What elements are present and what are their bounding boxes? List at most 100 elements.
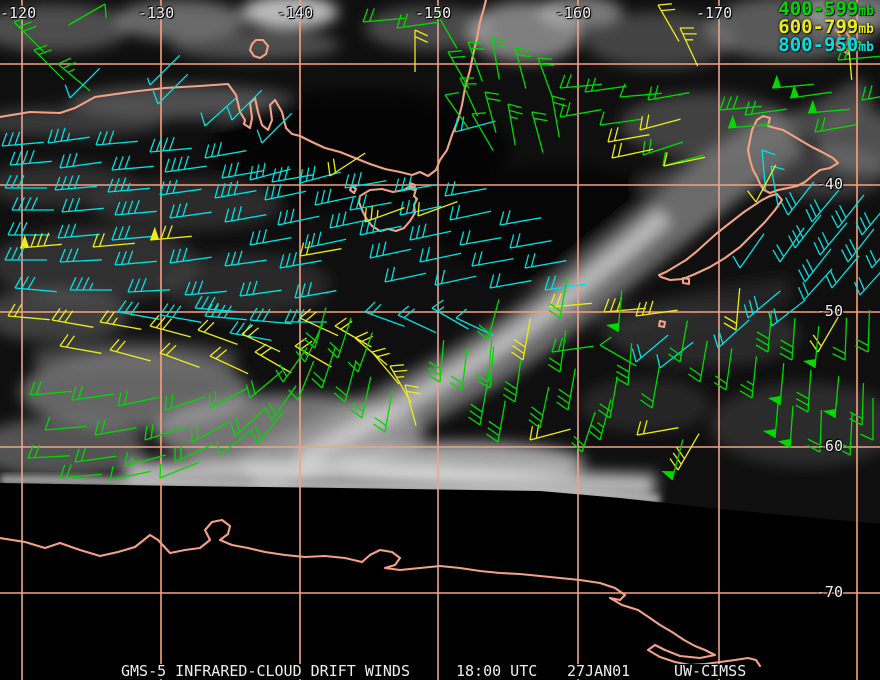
wind-barb	[271, 166, 314, 183]
wind-barb	[69, 277, 112, 291]
wind-barb	[124, 452, 166, 467]
legend-item-600-799mb: 600-799mb	[778, 16, 874, 38]
wind-barb	[107, 177, 150, 193]
wind-barb	[350, 376, 372, 419]
wind-barb	[669, 433, 700, 471]
wind-barb	[723, 288, 741, 331]
wind-barb	[224, 250, 267, 267]
lon-label: -130	[138, 4, 175, 22]
wind-barb	[114, 199, 157, 216]
wind-barb	[4, 247, 47, 261]
wind-barb	[239, 280, 282, 297]
wind-barb	[190, 421, 230, 443]
wind-barb	[713, 319, 750, 349]
legend-label: 400-599	[778, 0, 859, 20]
wind-barb	[164, 394, 206, 411]
island-small-dot	[657, 319, 667, 329]
wind-barb	[789, 84, 832, 99]
wind-barb	[797, 268, 833, 301]
wind-barb	[159, 342, 200, 369]
wind-barb	[814, 117, 857, 133]
wind-barb	[284, 309, 327, 323]
wind-barb	[164, 155, 207, 173]
wind-barb	[551, 337, 594, 353]
wind-barb	[149, 225, 192, 241]
wind-barb	[229, 321, 272, 341]
wind-barb	[327, 152, 366, 177]
legend-unit: mb	[858, 4, 874, 19]
wind-barb	[59, 248, 102, 263]
wind-barb	[51, 308, 94, 328]
caption-date: 27JAN01	[566, 662, 632, 680]
wind-barb	[607, 127, 650, 143]
wind-barb	[256, 112, 293, 144]
wind-barb	[459, 230, 502, 246]
wind-barb	[373, 390, 393, 433]
wind-barb	[471, 251, 514, 267]
wind-barb	[688, 340, 708, 383]
wind-barb	[275, 347, 308, 383]
wind-barb	[639, 114, 681, 131]
wind-barb	[27, 444, 70, 459]
wind-barb	[855, 309, 871, 353]
wind-barb	[59, 464, 102, 479]
wind-barb	[599, 111, 642, 126]
legend-label: 600-799	[778, 16, 859, 38]
wind-barb	[739, 356, 758, 399]
wind-barb	[831, 194, 865, 229]
wind-barb	[44, 416, 87, 431]
wind-barb	[663, 152, 706, 167]
wind-barb	[499, 210, 542, 226]
wind-barb	[184, 280, 227, 296]
wind-barb	[619, 83, 662, 98]
wind-barb	[311, 347, 336, 389]
wind-barb	[369, 241, 412, 259]
wind-barb	[661, 439, 684, 481]
lon-label: -160	[555, 4, 592, 22]
wind-barb	[509, 233, 552, 249]
wind-barb	[245, 370, 283, 399]
wind-barb-layer	[1, 3, 880, 481]
wind-barb	[771, 74, 814, 89]
wind-barb	[755, 310, 773, 353]
wind-barb	[214, 180, 257, 199]
wind-barb	[855, 212, 880, 236]
wind-barb	[861, 85, 880, 101]
wind-barb	[68, 3, 107, 26]
wind-barb	[571, 411, 596, 453]
wind-barb	[551, 95, 567, 138]
wind-barb	[531, 111, 548, 153]
wind-barb	[772, 227, 805, 263]
wind-barb	[64, 67, 101, 99]
new-zealand-south-island	[657, 192, 784, 282]
wind-barb	[559, 74, 602, 89]
wind-barb	[449, 348, 468, 391]
wind-barb	[204, 303, 247, 321]
wind-barb	[304, 231, 347, 249]
wind-barb	[92, 233, 135, 248]
wind-barb	[414, 29, 428, 72]
wind-barb	[14, 275, 57, 293]
wind-barb	[117, 300, 160, 320]
wind-barb	[477, 346, 495, 389]
wind-barb	[635, 300, 678, 317]
wind-barb	[371, 347, 400, 385]
wind-barb	[1, 131, 44, 147]
wind-barb	[528, 386, 550, 429]
wind-barb	[146, 54, 181, 86]
wind-barb	[359, 218, 402, 236]
wind-barb	[344, 172, 387, 189]
lon-label: -150	[415, 4, 452, 22]
wind-barb	[169, 247, 212, 264]
wind-barb	[200, 97, 237, 127]
legend-unit: mb	[858, 40, 874, 55]
wind-barb	[605, 290, 623, 333]
wind-barb	[204, 142, 247, 159]
island-king	[348, 184, 358, 195]
wind-barb	[770, 165, 785, 208]
wind-barb	[444, 181, 487, 197]
wind-barb	[777, 406, 794, 449]
wind-barb	[288, 360, 315, 401]
